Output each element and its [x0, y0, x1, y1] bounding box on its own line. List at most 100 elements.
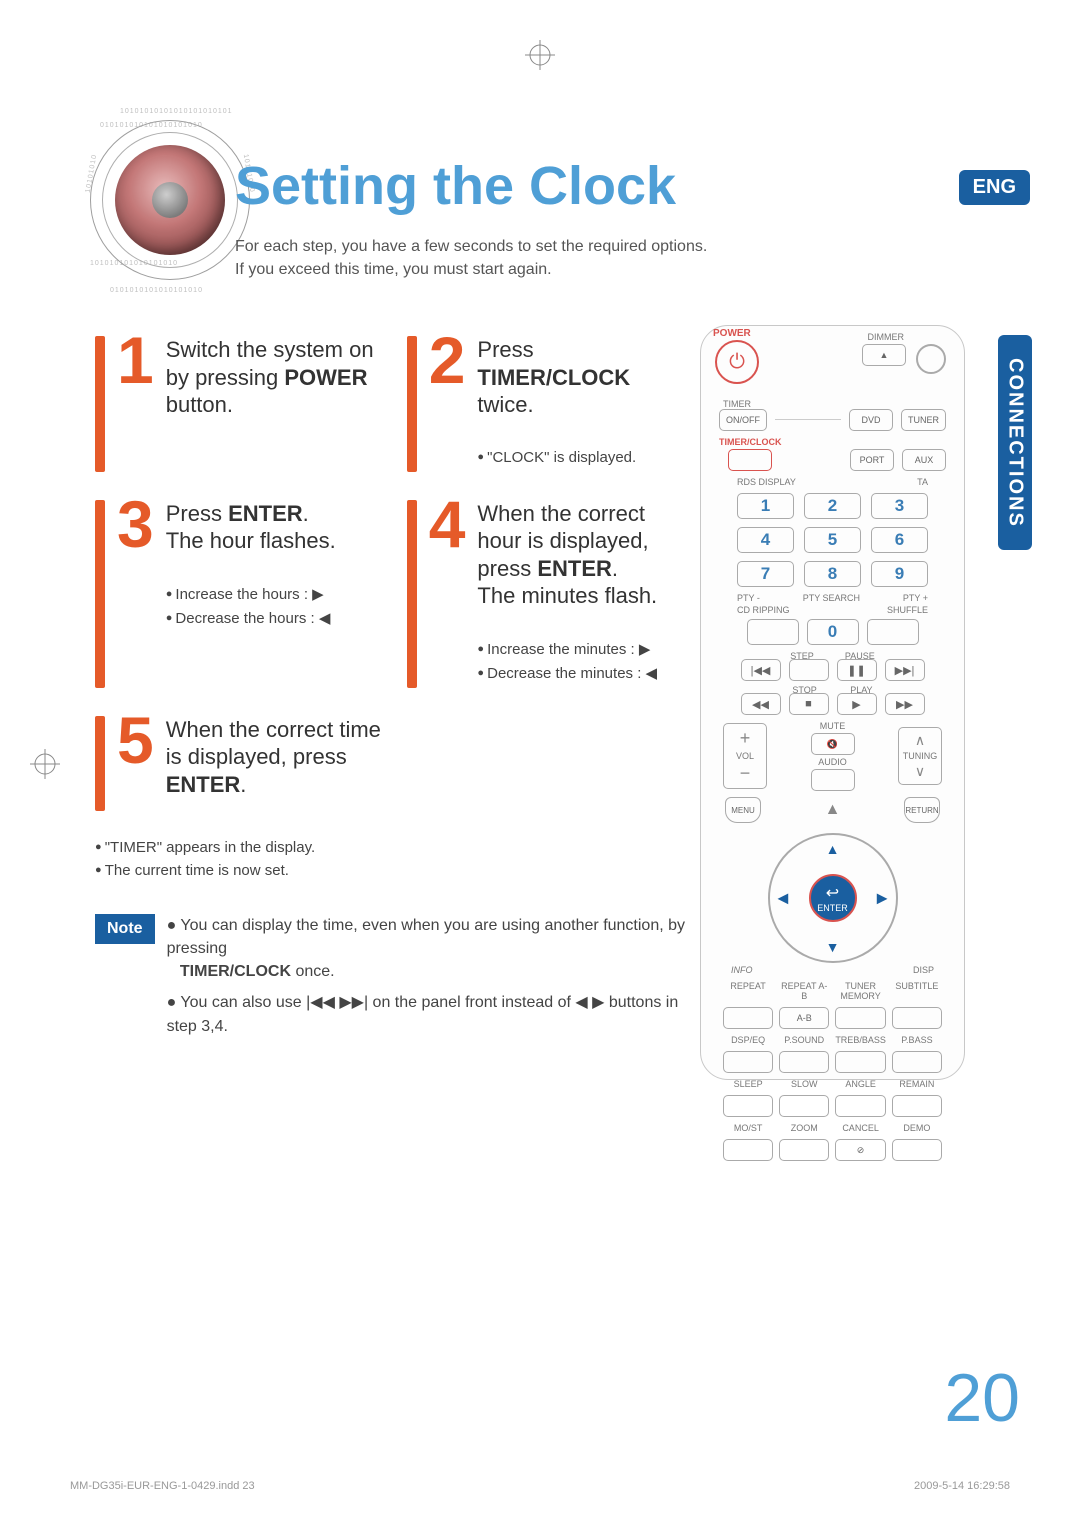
- remote-trebbass-button: [835, 1051, 886, 1073]
- lbl-repeat-ab: REPEAT A-B: [779, 981, 829, 1001]
- remote-nav-circle: ▲ ▼ ◀ ▶ ↩ ENTER: [768, 833, 898, 963]
- step-accent: [95, 500, 105, 688]
- remote-pty-search: PTY SEARCH: [803, 593, 860, 603]
- remote-dimmer-button: [916, 344, 946, 374]
- lbl-most: MO/ST: [723, 1123, 773, 1133]
- remote-dimmer-label: DIMMER: [868, 332, 905, 342]
- lbl-pbass: P.BASS: [892, 1035, 942, 1045]
- remote-num-4: 4: [737, 527, 794, 553]
- step-number-1: 1: [117, 332, 154, 472]
- remote-remain-button: [892, 1095, 942, 1117]
- lbl-subtitle: SUBTITLE: [892, 981, 942, 1001]
- note-label: Note: [95, 914, 155, 944]
- remote-tuning-box: ∧ TUNING ∨: [898, 727, 942, 785]
- remote-cdrip-label: CD RIPPING: [737, 605, 790, 615]
- step-5-bullet-2: The current time is now set.: [95, 862, 675, 879]
- nav-down-icon: ▼: [826, 939, 840, 955]
- remote-fforward: ▶▶: [885, 693, 925, 715]
- lbl-cancel: CANCEL: [835, 1123, 886, 1133]
- right-arrow-icon: [635, 641, 651, 658]
- remote-subtitle-button: [892, 1007, 942, 1029]
- footer-left: MM-DG35i-EUR-ENG-1-0429.indd 23: [70, 1480, 255, 1492]
- nav-left-icon: ◀: [778, 890, 789, 907]
- step-4-text: When the correct hour is displayed, pres…: [477, 500, 675, 610]
- step-2-text: Press TIMER/CLOCK twice.: [477, 336, 675, 419]
- remote-repeatab-button: A-B: [779, 1007, 829, 1029]
- registration-mark-top: [525, 40, 555, 70]
- remote-eject-button: ▲: [862, 344, 906, 366]
- remote-rewind: ◀◀: [741, 693, 781, 715]
- remote-tuner-button: TUNER: [901, 409, 946, 431]
- remote-tunermem-button: [835, 1007, 886, 1029]
- remote-pty-plus: PTY +: [903, 593, 928, 603]
- intro-text: For each step, you have a few seconds to…: [235, 235, 985, 281]
- lbl-dspeq: DSP/EQ: [723, 1035, 773, 1045]
- nav-up-icon: ▲: [826, 841, 840, 857]
- remote-pbass-button: [892, 1051, 942, 1073]
- remote-pty-minus: PTY -: [737, 593, 760, 603]
- remote-zoom-button: [779, 1139, 829, 1161]
- remote-menu-button: MENU: [725, 797, 761, 823]
- step-3-bullet-dec: Decrease the hours :: [166, 609, 377, 627]
- remote-mute-label: MUTE: [820, 721, 846, 731]
- step-2-bullet: "CLOCK" is displayed.: [477, 449, 675, 466]
- remote-cancel-button: ⊘: [835, 1139, 886, 1161]
- lbl-sleep: SLEEP: [723, 1079, 773, 1089]
- remote-cdrip-button: [747, 619, 799, 645]
- remote-num-3: 3: [871, 493, 928, 519]
- lbl-zoom: ZOOM: [779, 1123, 829, 1133]
- remote-info-label: INFO: [731, 965, 753, 975]
- remote-demo-button: [892, 1139, 942, 1161]
- section-tab-label: CONNECTIONS: [1004, 358, 1027, 528]
- remote-num-6: 6: [871, 527, 928, 553]
- step-5-text: When the correct time is displayed, pres…: [166, 716, 395, 799]
- remote-num-9: 9: [871, 561, 928, 587]
- remote-timerclock-button: [728, 449, 772, 471]
- remote-stop-button: ■: [789, 693, 829, 715]
- remote-timer-label: TIMER: [723, 399, 946, 409]
- step-4-bullet-dec: Decrease the minutes :: [477, 664, 675, 682]
- remote-mute-button: 🔇: [811, 733, 855, 755]
- remote-return-button: RETURN: [904, 797, 940, 823]
- section-tab: CONNECTIONS: [998, 335, 1032, 550]
- remote-sleep-button: [723, 1095, 773, 1117]
- remote-next-track: ▶▶|: [885, 659, 925, 681]
- step-number-5: 5: [117, 712, 154, 811]
- remote-aux-button: AUX: [902, 449, 946, 471]
- note-text: ● You can display the time, even when yo…: [167, 914, 705, 1046]
- lbl-angle: ANGLE: [835, 1079, 886, 1089]
- lbl-psound: P.SOUND: [779, 1035, 829, 1045]
- remote-enter-button: ↩ ENTER: [809, 874, 857, 922]
- registration-mark-left: [30, 749, 60, 779]
- lbl-trebbass: TREB/BASS: [835, 1035, 886, 1045]
- remote-num-8: 8: [804, 561, 861, 587]
- intro-line-2: If you exceed this time, you must start …: [235, 261, 552, 278]
- step-5-bullet-1: "TIMER" appears in the display.: [95, 839, 675, 856]
- step-3-bullet-inc: Increase the hours :: [166, 585, 377, 603]
- step-3-text: Press ENTER. The hour flashes.: [166, 500, 377, 555]
- step-accent: [95, 336, 105, 472]
- remote-repeat-button: [723, 1007, 773, 1029]
- page-number: 20: [944, 1359, 1020, 1437]
- remote-power-label: POWER: [713, 328, 751, 339]
- step-accent: [407, 336, 417, 472]
- step-number-3: 3: [117, 496, 154, 688]
- intro-line-1: For each step, you have a few seconds to…: [235, 238, 707, 255]
- step-4-bullet-inc: Increase the minutes :: [477, 640, 675, 658]
- step-number-2: 2: [429, 332, 466, 472]
- nav-right-icon: ▶: [877, 890, 888, 907]
- remote-disp-label: DISP: [913, 965, 934, 975]
- remote-volume-box: + VOL −: [723, 723, 767, 789]
- remote-num-0: 0: [807, 619, 859, 645]
- remote-audio-button: [811, 769, 855, 791]
- remote-audio-label: AUDIO: [818, 757, 847, 767]
- remote-num-2: 2: [804, 493, 861, 519]
- step-1-text: Switch the system on by pressing POWER b…: [166, 336, 377, 419]
- remote-port-button: PORT: [850, 449, 894, 471]
- remote-onoff-button: ON/OFF: [719, 409, 767, 431]
- remote-control-illustration: POWER ⏻ DIMMER ▲ TIMER ON/OFF DVD TUNER …: [700, 325, 965, 1080]
- remote-step-button: [789, 659, 829, 681]
- remote-most-button: [723, 1139, 773, 1161]
- remote-slow-button: [779, 1095, 829, 1117]
- step-number-4: 4: [429, 496, 466, 688]
